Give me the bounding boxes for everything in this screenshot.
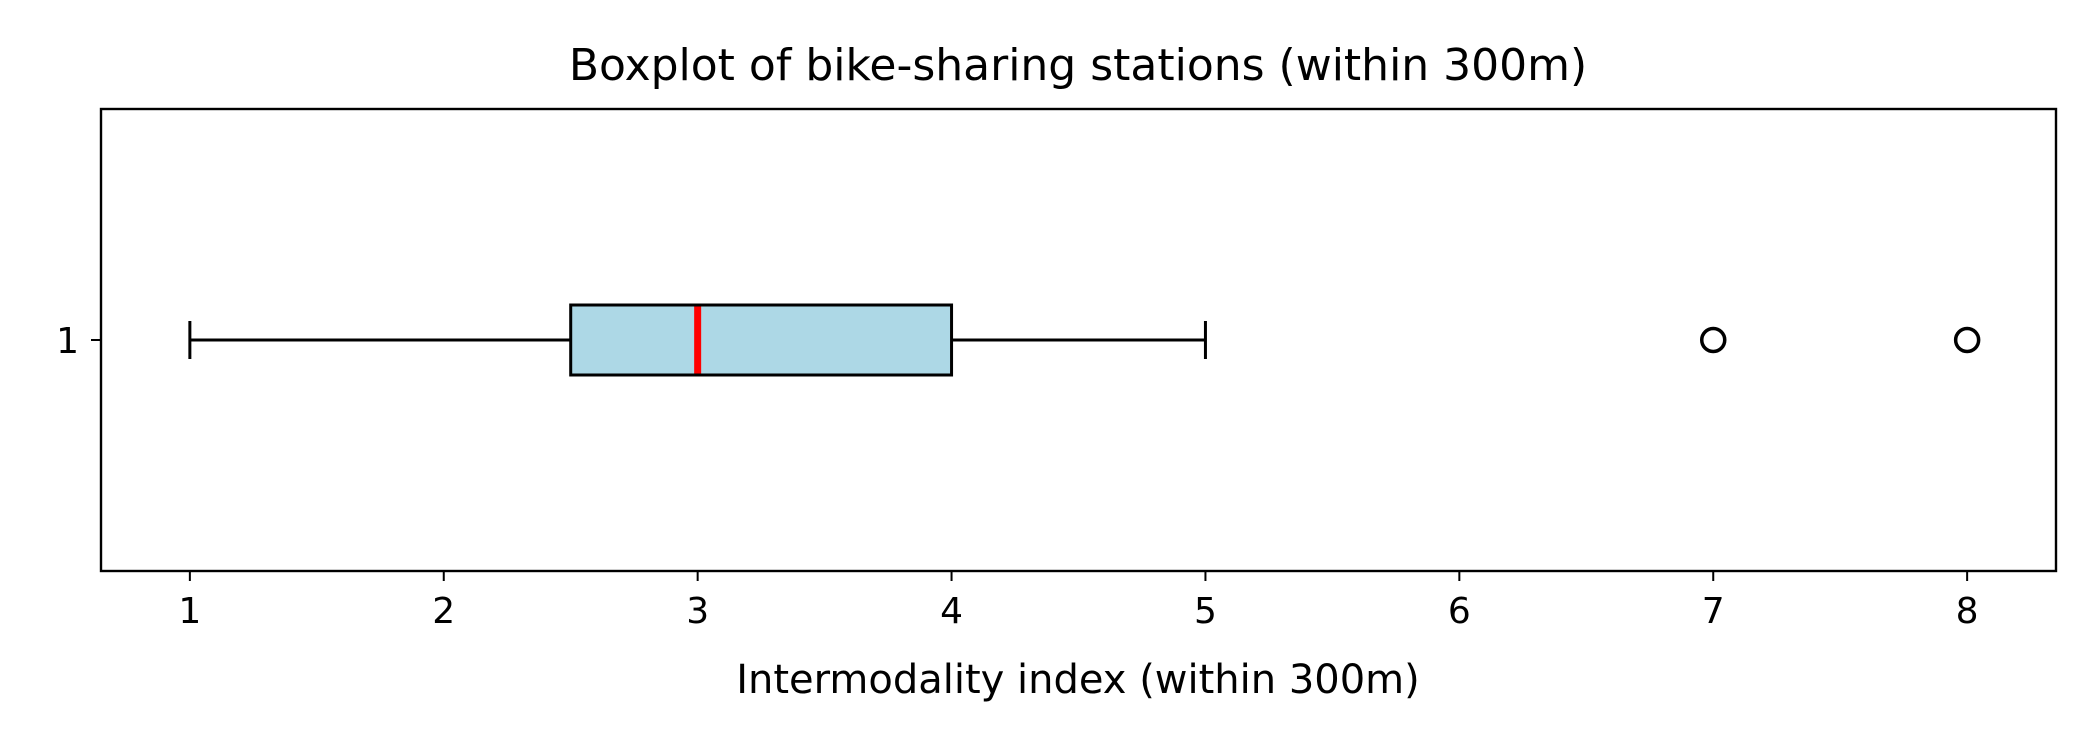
- x-tick-label: 7: [1702, 591, 1725, 632]
- x-axis-label: Intermodality index (within 300m): [736, 657, 1420, 703]
- chart-title: Boxplot of bike-sharing stations (within…: [569, 40, 1587, 91]
- outlier-point: [1699, 326, 1727, 354]
- x-tick-label: 4: [940, 591, 963, 632]
- y-axis: 1: [56, 321, 101, 362]
- x-tick-label: 2: [432, 591, 455, 632]
- x-tick-label: 1: [178, 591, 201, 632]
- x-axis: 1 2 3 4 5 6 7 8: [178, 571, 1979, 632]
- iqr-box: [569, 303, 954, 377]
- box-group: [188, 303, 1981, 377]
- x-tick-label: 3: [686, 591, 709, 632]
- x-tick-label: 6: [1448, 591, 1471, 632]
- x-tick-label: 8: [1956, 591, 1979, 632]
- outlier-point: [1953, 326, 1981, 354]
- y-tick-label: 1: [56, 321, 79, 362]
- x-tick-label: 5: [1194, 591, 1217, 632]
